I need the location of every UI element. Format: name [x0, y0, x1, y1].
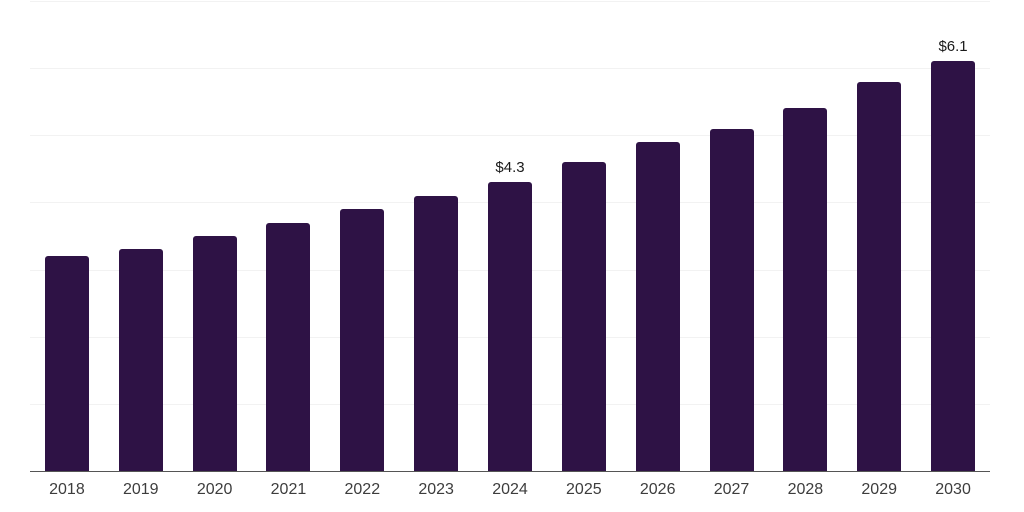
bar-2026: [635, 142, 680, 471]
bar-group-2025: [547, 1, 621, 471]
bar-2020: [192, 236, 237, 471]
bar-group-2024: $4.3: [473, 1, 547, 471]
x-tick-label-2028: 2028: [787, 481, 824, 498]
bar-group-2030: $6.1: [916, 1, 990, 471]
bar-group-2021: [252, 1, 326, 471]
x-axis-tick-labels: 2018 2019 2020 2021 2022 2023 2024 2025 2026 2027…: [30, 480, 990, 499]
gridline-y-7: [30, 1, 990, 2]
bar-group-2029: [842, 1, 916, 471]
x-axis-line: [30, 471, 990, 472]
x-tick-label-2021: 2021: [270, 481, 307, 498]
bar-2030: [931, 61, 976, 471]
bar-group-2023: [399, 1, 473, 471]
bar-2021: [266, 222, 311, 471]
bars-layer: $4.3 $6.1: [30, 1, 990, 471]
bar-group-2018: [30, 1, 104, 471]
x-tick-label-2023: 2023: [418, 481, 454, 498]
x-tick-label-2026: 2026: [639, 481, 676, 498]
x-tick-label-2027: 2027: [713, 481, 750, 498]
bar-group-2020: [178, 1, 252, 471]
bar-2019: [118, 249, 163, 471]
bar-group-2026: [621, 1, 695, 471]
bar-2027: [709, 128, 754, 471]
bar-value-label-2030: $6.1: [938, 38, 968, 56]
plot-area: $4.3 $6.1: [30, 1, 990, 472]
bar-value-label-2024: $4.3: [495, 159, 525, 177]
bar-2025: [561, 162, 606, 471]
x-tick-label-2022: 2022: [344, 481, 381, 498]
bar-group-2019: [104, 1, 178, 471]
x-tick-label-2025: 2025: [566, 481, 602, 498]
x-tick-label-2024: 2024: [492, 481, 528, 498]
gridline-y-5: [30, 135, 990, 137]
bar-2024: [487, 182, 532, 471]
x-tick-label-2029: 2029: [861, 481, 897, 498]
x-tick-label-2018: 2018: [49, 481, 85, 498]
x-tick-label-2030: 2030: [935, 481, 971, 498]
bar-2018: [44, 256, 89, 471]
bar-2023: [414, 195, 459, 471]
x-tick-label-2019: 2019: [122, 481, 159, 498]
bar-group-2022: [325, 1, 399, 471]
bar-group-2028: [768, 1, 842, 471]
bar-2029: [857, 81, 902, 471]
x-tick-label-2020: 2020: [196, 481, 233, 498]
bar-2028: [783, 108, 828, 471]
gridline-y-6: [30, 68, 990, 70]
bar-2022: [340, 209, 385, 471]
bar-group-2027: [695, 1, 769, 471]
